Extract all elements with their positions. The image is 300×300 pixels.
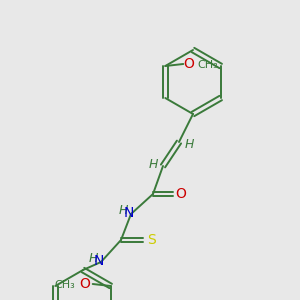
Text: CH₃: CH₃ bbox=[197, 60, 218, 70]
Text: O: O bbox=[183, 57, 194, 71]
Text: CH₃: CH₃ bbox=[54, 280, 75, 290]
Text: S: S bbox=[147, 233, 155, 247]
Text: O: O bbox=[79, 277, 90, 291]
Text: N: N bbox=[94, 254, 104, 268]
Text: H: H bbox=[184, 137, 194, 151]
Text: H: H bbox=[88, 253, 98, 266]
Text: O: O bbox=[176, 187, 186, 201]
Text: N: N bbox=[124, 206, 134, 220]
Text: H: H bbox=[148, 158, 158, 170]
Text: H: H bbox=[118, 205, 128, 218]
